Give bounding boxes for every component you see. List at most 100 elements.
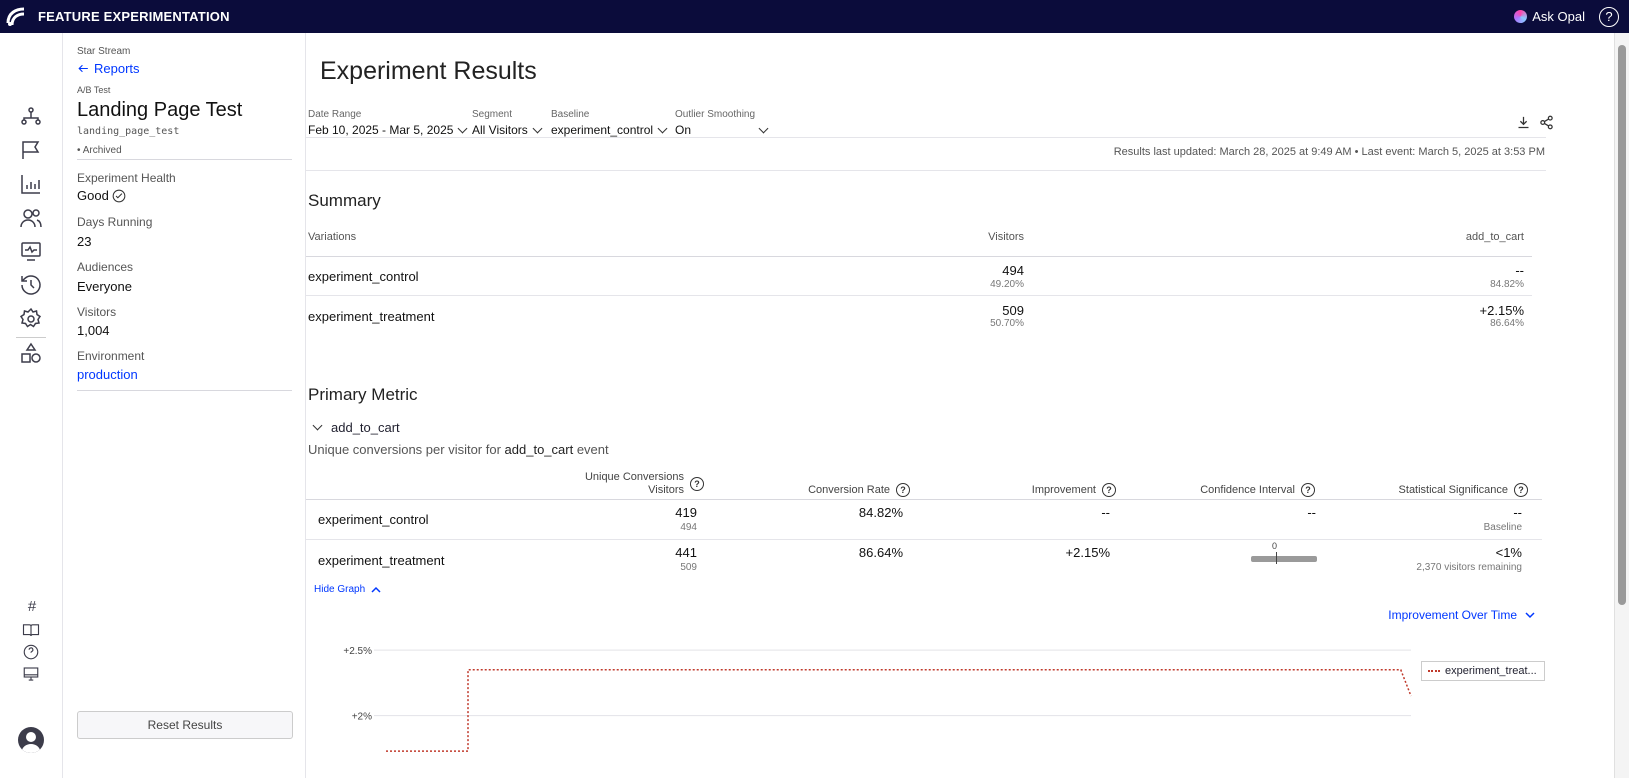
visitors-value: 1,004 <box>77 323 110 338</box>
conversion-rate-header: Conversion Rate? <box>746 483 910 497</box>
stat-sig-header: Statistical Significance? <box>1346 483 1528 497</box>
audiences-icon[interactable] <box>19 206 43 230</box>
improvement-label: Improvement <box>1031 484 1096 496</box>
settings-gear-icon[interactable] <box>19 307 43 331</box>
optimizely-logo-icon[interactable] <box>0 0 32 33</box>
metric-collapse-toggle[interactable]: add_to_cart <box>312 420 400 435</box>
top-bar: FEATURE EXPERIMENTATION Ask Opal ? <box>0 0 1629 33</box>
metric-control-ci: -- <box>1307 505 1316 520</box>
conversion-rate-label: Conversion Rate <box>808 484 890 496</box>
audiences-label: Audiences <box>77 260 134 274</box>
experiment-key: landing_page_test <box>77 126 180 137</box>
chart-mode-dropdown[interactable]: Improvement Over Time <box>1388 608 1535 622</box>
confidence-interval-bar: 0 <box>1251 540 1317 564</box>
chevron-down-icon <box>758 123 769 133</box>
series-line-treatment <box>386 669 1412 752</box>
help-tooltip-icon[interactable]: ? <box>1514 483 1528 497</box>
y-tick-label: +2% <box>352 712 372 723</box>
flags-flow-icon[interactable] <box>19 105 43 129</box>
baseline-value: experiment_control <box>551 123 654 137</box>
date-range-filter[interactable]: Date Range Feb 10, 2025 - Mar 5, 2025 <box>308 109 468 137</box>
help-icon[interactable]: ? <box>1599 6 1619 27</box>
legend-series-label: experiment_treat... <box>1445 665 1537 677</box>
metric-control-conversions: 419 <box>675 505 697 520</box>
book-icon[interactable] <box>19 618 43 642</box>
status-label: Archived <box>82 145 122 156</box>
chevron-up-icon <box>371 586 381 593</box>
segment-filter[interactable]: Segment All Visitors <box>472 109 543 137</box>
reset-results-button[interactable]: Reset Results <box>77 711 293 739</box>
metric-control-rate: 84.82% <box>858 505 903 520</box>
y-tick-label: +2.5% <box>343 646 372 657</box>
help-tooltip-icon[interactable]: ? <box>1102 483 1116 497</box>
improvement-header: Improvement? <box>956 483 1116 497</box>
primary-metric-title: Primary Metric <box>308 385 418 404</box>
summary-metric-sub-treatment: 86.64% <box>1490 318 1524 329</box>
metric-desc-event: add_to_cart <box>504 442 574 457</box>
desktop-icon[interactable] <box>19 662 43 686</box>
segment-label: Segment <box>472 109 513 120</box>
health-value: Good <box>77 188 126 203</box>
visitors-sub-label: Visitors <box>648 484 684 496</box>
environment-label: Environment <box>77 349 145 363</box>
hide-graph-toggle[interactable]: Hide Graph <box>314 584 381 595</box>
help-tooltip-icon[interactable]: ? <box>690 477 704 491</box>
shapes-icon[interactable] <box>19 341 43 365</box>
metric-row-control-name: experiment_control <box>318 512 429 527</box>
help-circle-icon[interactable] <box>19 640 43 664</box>
icon-rail: # <box>0 33 63 778</box>
improvement-over-time-chart: +2.5% +2% <box>343 646 1412 752</box>
metric-control-visitors: 494 <box>680 522 697 533</box>
experiment-sidebar: Star Stream Reports A/B Test Landing Pag… <box>63 33 306 778</box>
hash-icon[interactable]: # <box>27 598 37 615</box>
results-updated-text: Results last updated: March 28, 2025 at … <box>1113 146 1545 158</box>
arrow-left-icon <box>78 64 88 73</box>
environment-link[interactable]: production <box>77 367 138 382</box>
back-link-label: Reports <box>94 61 140 76</box>
days-running-value: 23 <box>77 234 92 249</box>
confidence-interval-label: Confidence Interval <box>1200 484 1295 496</box>
summary-metric-control: -- <box>1515 263 1524 278</box>
chevron-down-icon <box>312 420 323 431</box>
metric-name: add_to_cart <box>331 420 400 435</box>
ask-opal-button[interactable]: Ask Opal <box>1514 9 1585 24</box>
status-badge: • Archived <box>77 145 122 156</box>
share-icon[interactable] <box>1539 115 1554 130</box>
summary-title: Summary <box>308 191 381 210</box>
visitors-label: Visitors <box>77 305 117 319</box>
outlier-smoothing-value: On <box>675 123 692 137</box>
vertical-scrollbar[interactable] <box>1614 33 1629 778</box>
summary-metric-sub-control: 84.82% <box>1490 279 1524 290</box>
segment-value: All Visitors <box>472 123 528 137</box>
days-running-label: Days Running <box>77 215 153 229</box>
history-icon[interactable] <box>19 273 43 297</box>
summary-visitors-control: 494 <box>1002 263 1024 278</box>
outlier-smoothing-filter[interactable]: Outlier Smoothing On <box>675 109 769 137</box>
baseline-filter[interactable]: Baseline experiment_control <box>551 109 668 137</box>
back-to-reports-link[interactable]: Reports <box>77 61 140 76</box>
help-tooltip-icon[interactable]: ? <box>896 483 910 497</box>
outlier-smoothing-label: Outlier Smoothing <box>675 109 756 120</box>
date-range-label: Date Range <box>308 109 362 120</box>
app-title: FEATURE EXPERIMENTATION <box>38 9 230 24</box>
legend-swatch <box>1428 670 1440 672</box>
metric-control-improvement: -- <box>1101 505 1110 520</box>
download-icon[interactable] <box>1516 115 1531 130</box>
summary-variation-control: experiment_control <box>308 269 419 284</box>
main-content: Experiment Results Date Range Feb 10, 20… <box>306 33 1614 778</box>
summary-visitors-pct-treatment: 50.70% <box>990 318 1024 329</box>
scrollbar-thumb[interactable] <box>1618 45 1626 605</box>
reports-chart-icon[interactable] <box>19 172 43 196</box>
metric-treatment-sig-sub: 2,370 visitors remaining <box>1416 562 1522 573</box>
user-avatar[interactable] <box>18 727 44 753</box>
opal-icon <box>1514 10 1528 23</box>
metric-control-sig-sub: Baseline <box>1483 522 1522 533</box>
monitor-icon[interactable] <box>19 239 43 263</box>
flag-icon[interactable] <box>19 138 43 162</box>
chevron-down-icon <box>457 123 468 133</box>
audiences-value: Everyone <box>77 279 132 294</box>
stat-sig-label: Statistical Significance <box>1398 484 1508 496</box>
chart-legend[interactable]: experiment_treat... <box>1421 661 1545 681</box>
project-name: Star Stream <box>77 46 131 57</box>
help-tooltip-icon[interactable]: ? <box>1301 483 1315 497</box>
